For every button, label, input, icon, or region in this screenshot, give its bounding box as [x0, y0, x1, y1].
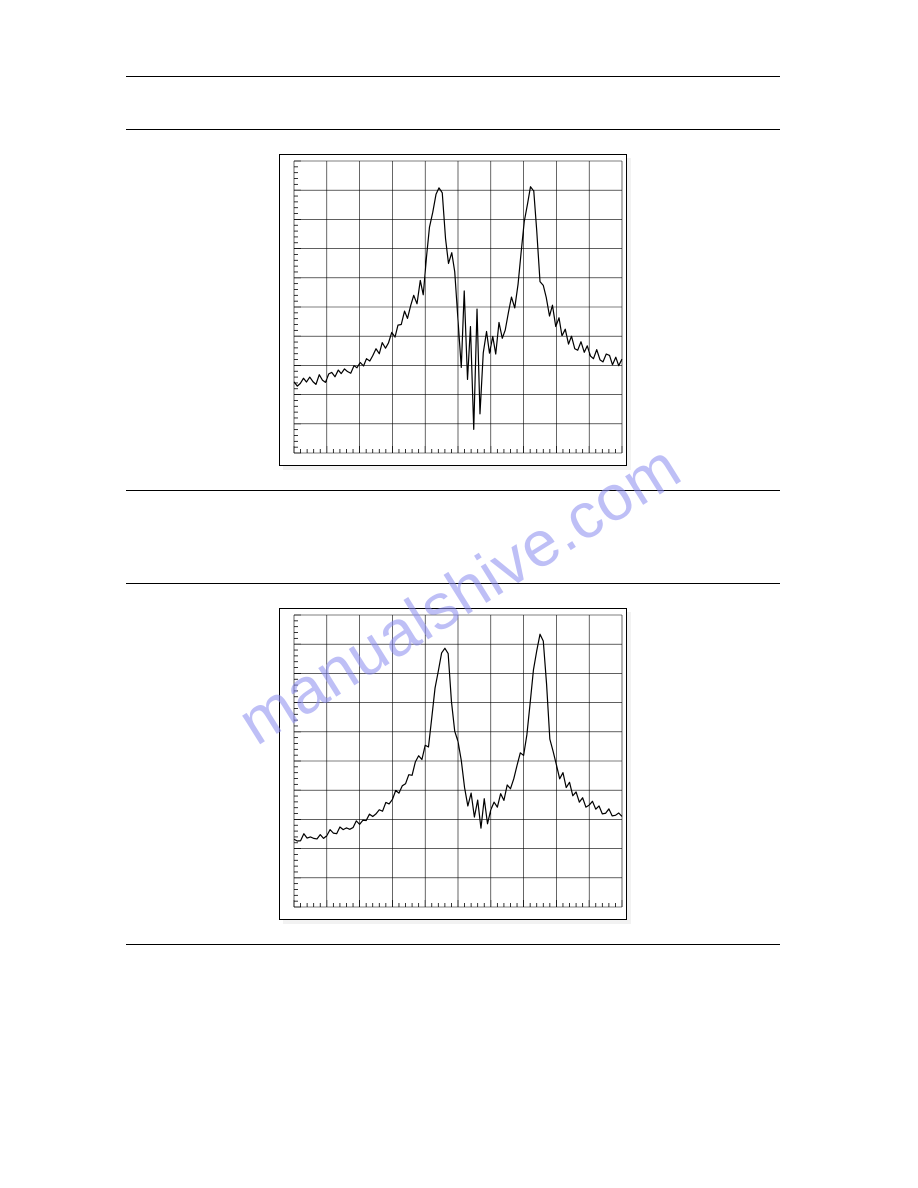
figure-b-frame	[279, 608, 627, 920]
figure-a-svg	[280, 155, 628, 467]
figure-a-frame	[279, 154, 627, 466]
rule-figure-b-bottom	[126, 944, 780, 945]
rule-header-top	[126, 76, 780, 77]
figure-b-chart	[279, 608, 627, 920]
page-content	[126, 76, 780, 945]
rule-figure-b-top	[126, 583, 780, 584]
figure-b-svg	[280, 609, 628, 921]
rule-figure-a-top	[126, 129, 780, 130]
figure-gap	[126, 491, 780, 583]
figure-a-chart	[279, 154, 627, 466]
